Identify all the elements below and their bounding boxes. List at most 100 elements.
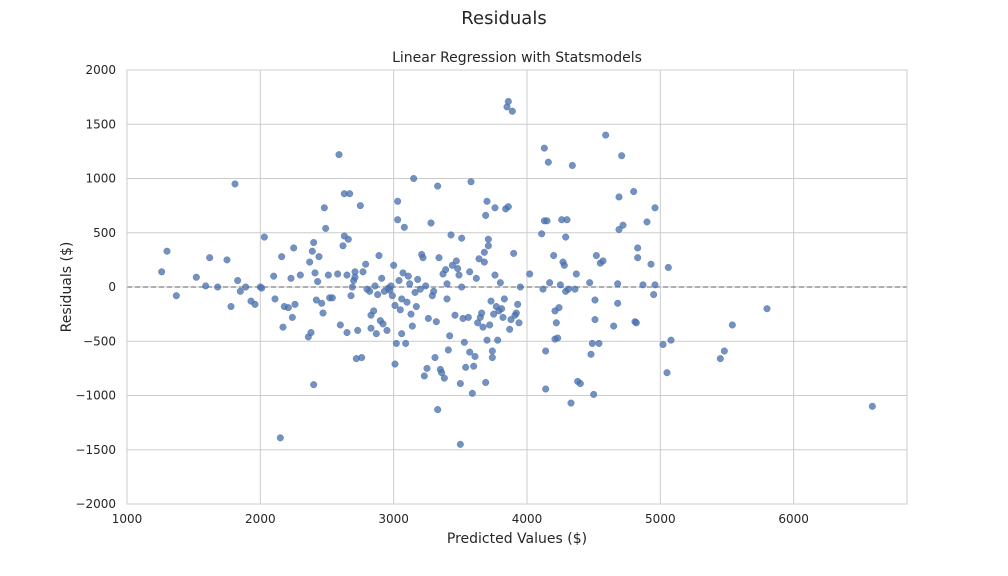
data-point [172,292,180,300]
data-point [431,353,439,362]
data-point [504,97,512,106]
data-point [306,258,314,266]
data-point [443,295,451,303]
data-point [231,180,239,188]
data-point [400,223,408,231]
data-point [475,255,483,263]
data-point [440,374,448,382]
data-point [451,311,459,319]
data-point [510,249,518,257]
data-point [487,297,495,305]
data-point [223,256,231,264]
y-tick-label: −500 [83,334,116,348]
data-point [491,271,499,279]
data-point [279,323,287,331]
data-point [482,211,490,219]
data-point [868,402,876,410]
data-point [408,322,416,330]
data-point [334,270,342,278]
data-point [630,187,638,196]
data-point [234,276,242,285]
data-point [542,385,550,393]
data-point [270,272,278,280]
data-point [344,235,352,243]
data-point [422,282,430,290]
data-point [410,174,418,183]
data-point [454,265,462,273]
data-point [455,271,463,279]
data-point [564,285,572,293]
data-point [632,319,640,327]
data-point [571,285,579,293]
data-point [434,406,442,414]
data-point [394,197,402,205]
data-point [458,234,466,242]
data-point [258,284,266,292]
data-point [296,271,304,279]
data-point [339,242,347,250]
data-point [443,280,451,288]
data-point [324,271,332,279]
data-point [720,347,728,355]
data-point [343,329,351,337]
data-point [202,282,210,290]
data-point [394,216,402,224]
data-point [278,253,286,261]
data-point [271,295,279,303]
data-point [375,251,383,260]
data-point [395,276,403,285]
data-point [639,281,647,289]
data-point [466,348,474,356]
data-point [404,272,412,280]
data-point [416,285,424,293]
data-point [466,268,474,276]
data-point [372,330,380,338]
data-point [512,309,520,317]
data-point [434,182,442,190]
data-point [728,321,736,329]
x-tick-label: 6000 [778,512,809,526]
data-point [514,300,522,308]
data-point [615,193,623,201]
data-point [314,278,322,286]
data-point [391,301,399,309]
data-point [374,291,382,299]
data-point [307,329,315,337]
y-tick-label: 2000 [85,63,116,77]
data-point [447,231,455,239]
data-point [311,269,319,277]
data-point [540,144,548,152]
data-point [456,380,464,388]
data-point [618,152,626,160]
data-point [664,263,672,272]
data-point [456,440,464,448]
data-point [242,283,250,291]
data-point [546,279,554,287]
data-point [615,225,623,234]
data-point [482,378,490,387]
data-point [488,347,496,355]
data-point [406,280,414,288]
data-point [526,270,534,278]
data-point [392,339,400,347]
data-point [663,369,671,377]
data-point [214,283,222,291]
data-point [458,283,466,291]
data-point [504,203,512,211]
data-point [260,233,268,241]
y-tick-label: 0 [108,280,116,294]
x-axis-title: Predicted Values ($) [447,531,587,547]
data-point [398,330,406,338]
data-point [563,216,571,224]
data-point [402,339,410,347]
data-point [371,282,379,290]
plot-frame [126,69,908,505]
data-point [310,381,318,389]
data-point [387,282,395,290]
data-point [555,304,563,312]
data-point [407,310,415,318]
data-point [354,326,362,334]
data-point [483,197,491,205]
data-point [206,254,214,262]
